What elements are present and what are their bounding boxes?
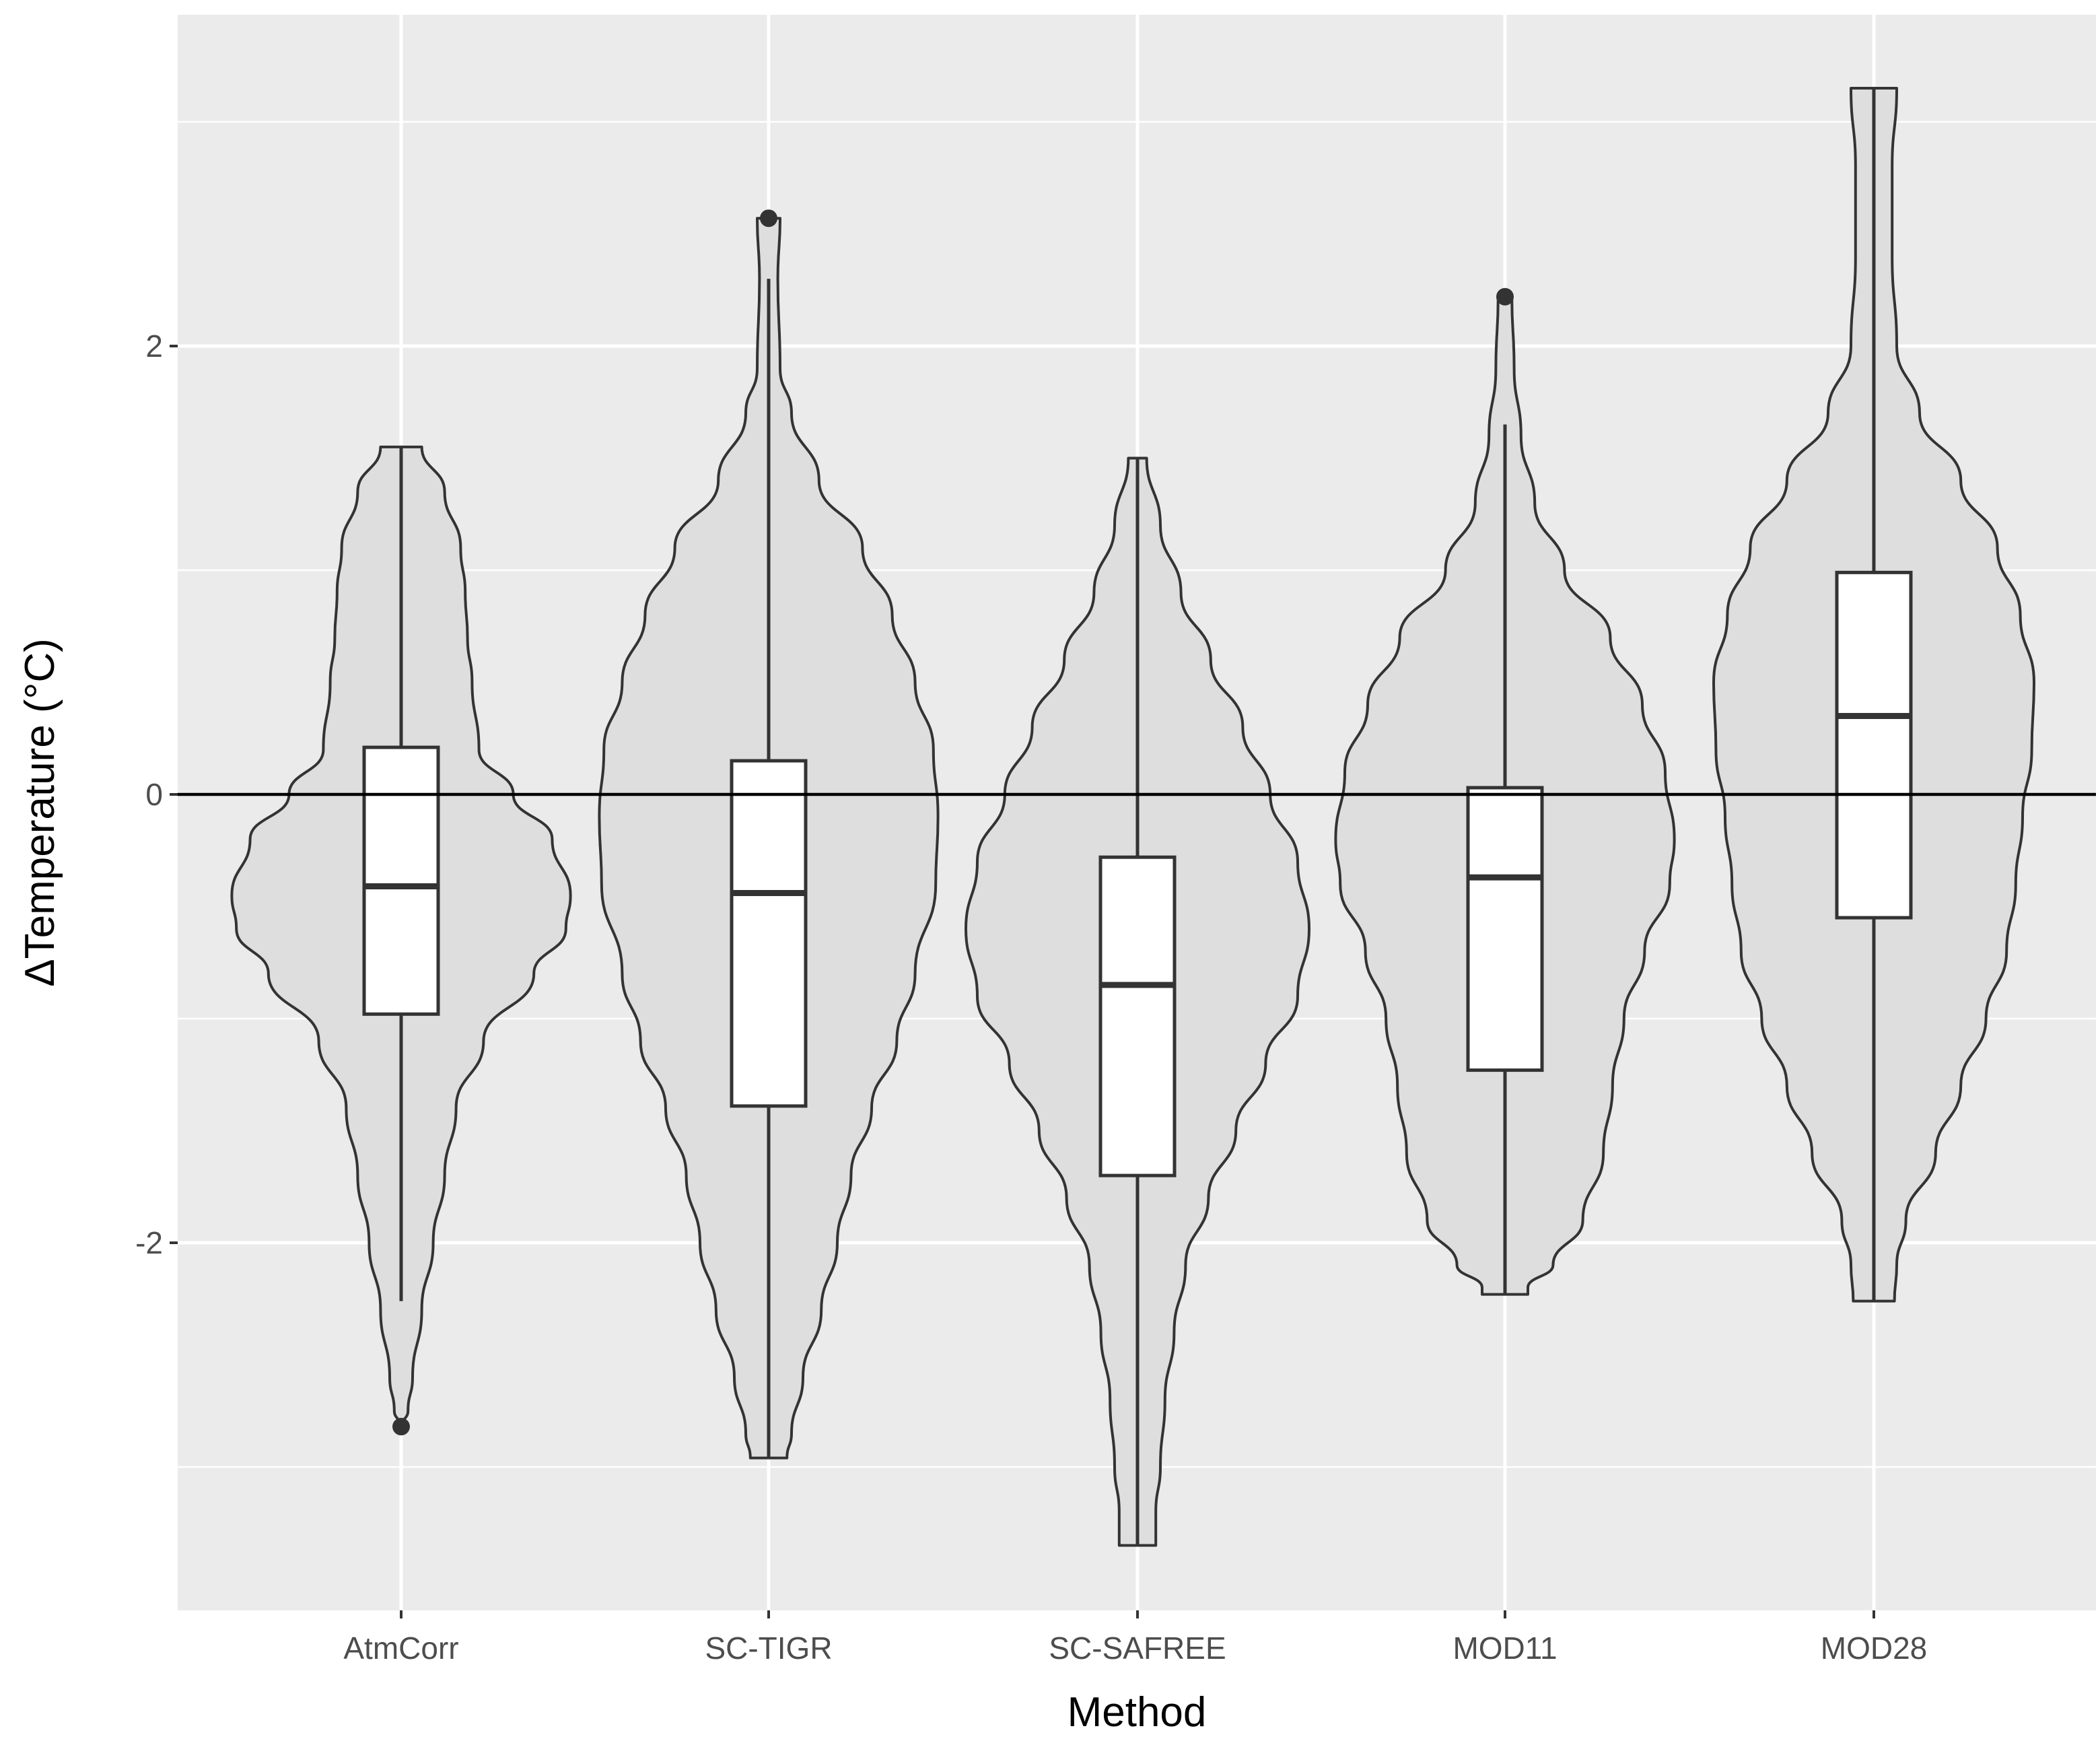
y-axis-title: ΔTemperature (°C) — [17, 638, 63, 987]
x-tick-label: SC-TIGR — [705, 1631, 832, 1666]
boxplots — [362, 88, 1913, 1546]
box-iqr — [1098, 855, 1177, 1177]
y-tick-label: 0 — [145, 777, 163, 812]
box-iqr — [730, 759, 808, 1108]
box-iqr — [1466, 786, 1544, 1072]
box-iqr — [1835, 570, 1913, 920]
y-tick-label: 2 — [145, 329, 163, 364]
x-axis-title: Method — [1068, 1689, 1207, 1736]
outlier-point — [392, 1418, 410, 1436]
box-iqr — [362, 745, 440, 1016]
x-tick-label: SC-SAFREE — [1049, 1631, 1226, 1666]
x-tick-label: MOD11 — [1452, 1631, 1557, 1666]
x-tick-label: AtmCorr — [343, 1631, 458, 1666]
x-tick-label: MOD28 — [1821, 1631, 1927, 1666]
y-tick-label: -2 — [135, 1225, 163, 1260]
axes: -2 0 2 AtmCorr SC-TIGR SC-SAFREE MOD11 MOD28 — [135, 329, 1927, 1666]
outlier-point — [760, 209, 777, 228]
outlier-point — [1496, 287, 1514, 306]
